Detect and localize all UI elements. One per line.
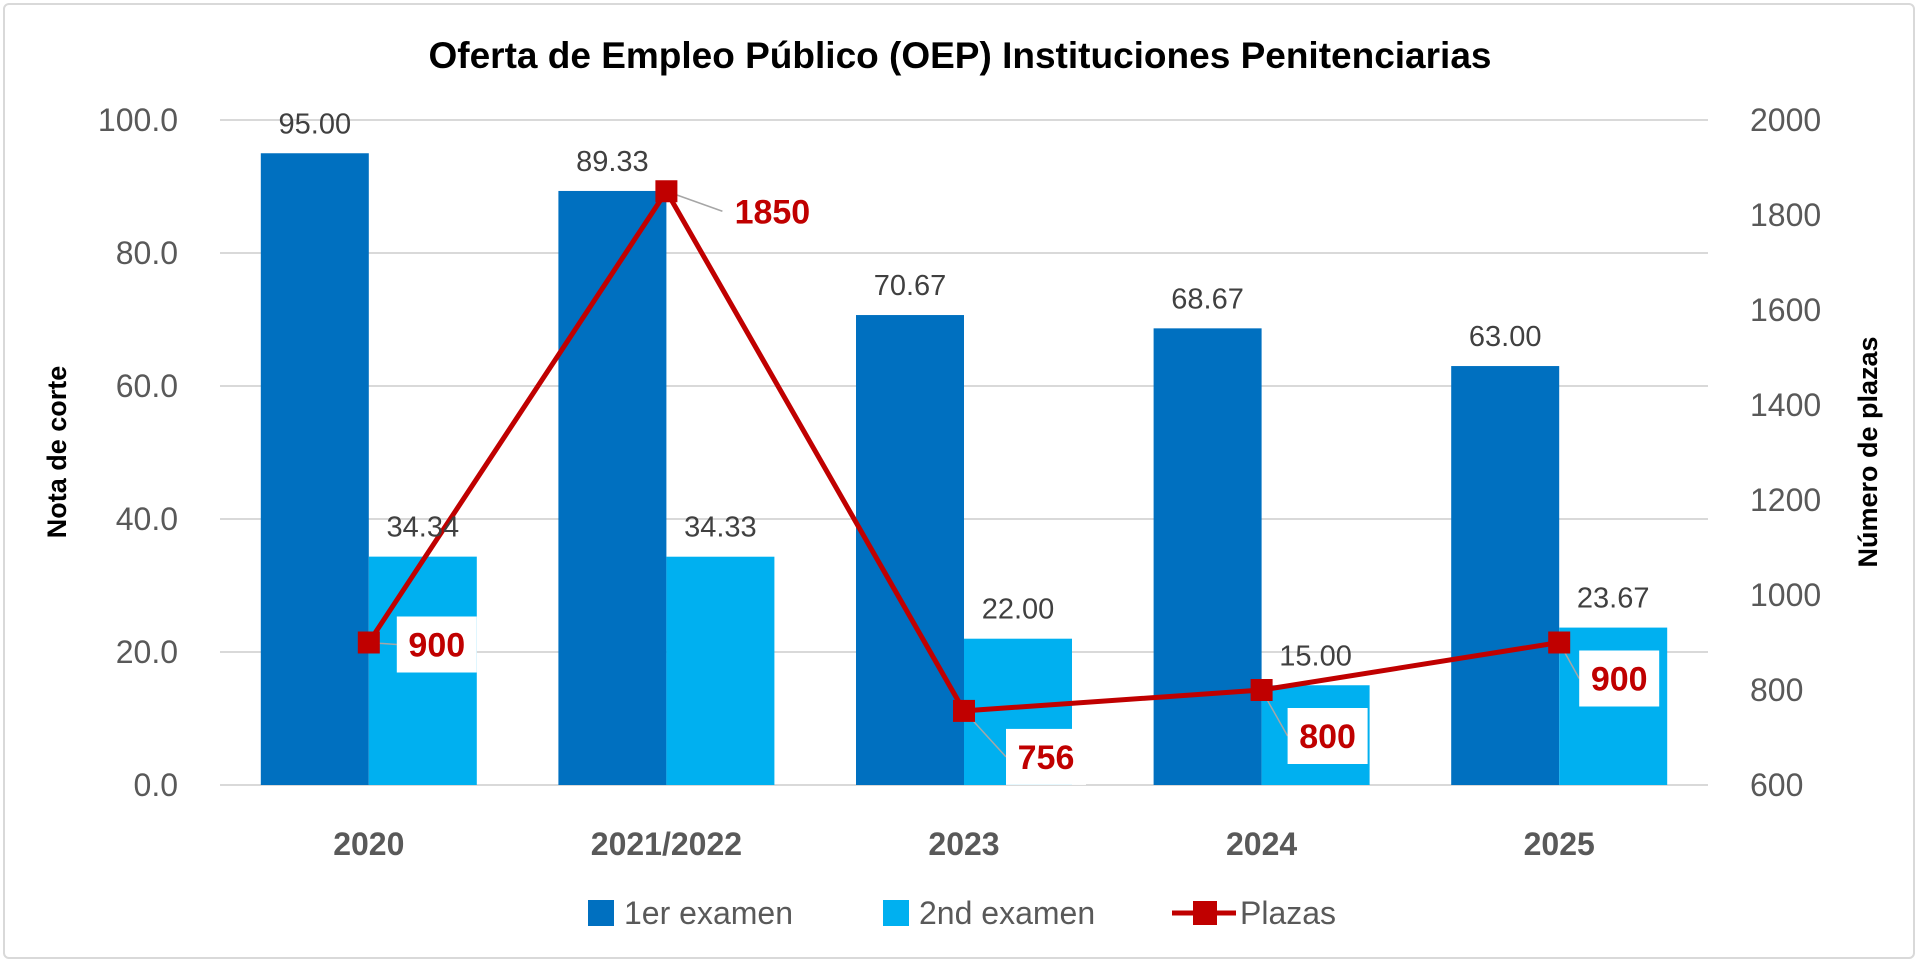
legend-label: 2nd examen [919,895,1095,931]
x-tick-label: 2023 [928,826,999,862]
chart-frame [3,3,1915,959]
bar-1 [1451,366,1560,785]
bar-data-label: 63.00 [1469,321,1542,353]
y-tick-label: 40.0 [116,501,178,537]
plazas-label-box [1579,650,1660,707]
x-tick-label: 2025 [1524,826,1595,862]
x-tick-label: 2024 [1226,826,1297,862]
x-tick-label: 2021/2022 [591,826,742,862]
plazas-label-box [1006,728,1086,785]
y-axis-title: Nota de corte [42,366,72,539]
bar-1 [260,153,369,785]
bar-2 [666,556,775,785]
y2-tick-label: 1200 [1750,482,1821,518]
plazas-marker [1250,679,1273,701]
y2-tick-label: 1000 [1750,577,1821,613]
legend-label: Plazas [1240,895,1336,931]
legend-marker [1193,901,1217,925]
bar-data-label: 22.00 [982,594,1055,626]
y2-tick-label: 800 [1750,672,1803,708]
y-tick-label: 80.0 [116,235,178,271]
y-tick-label: 100.0 [98,102,178,138]
y2-tick-label: 1400 [1750,387,1821,423]
plazas-marker [1548,631,1571,654]
y-tick-label: 0.0 [134,767,178,803]
plazas-label-box [1287,708,1368,764]
y2-tick-label: 2000 [1750,102,1821,138]
bar-data-label: 95.00 [279,108,352,140]
bar-data-label: 23.67 [1577,583,1650,615]
plazas-data-label: 900 [1591,661,1648,699]
plazas-marker [655,180,678,203]
plazas-data-label: 900 [408,627,465,665]
plazas-marker [357,631,380,654]
bar-data-label: 34.34 [387,512,460,544]
legend-label: 1er examen [624,895,793,931]
legend-swatch-1 [588,900,614,926]
bar-data-label: 68.67 [1171,283,1244,315]
plazas-data-label: 800 [1299,718,1356,756]
plazas-label-box [396,616,477,673]
legend-swatch-2 [883,900,909,926]
bar-data-label: 15.00 [1279,640,1352,672]
x-tick-label: 2020 [333,826,404,862]
y2-tick-label: 1800 [1750,197,1821,233]
plazas-data-label: 756 [1018,739,1075,777]
bar-data-label: 89.33 [576,146,649,178]
plazas-data-label: 1850 [735,193,811,231]
plazas-marker [953,699,975,722]
bar-data-label: 70.67 [874,270,947,302]
bar-data-label: 34.33 [684,512,757,544]
y-tick-label: 60.0 [116,368,178,404]
bar-1 [558,190,667,785]
chart-title: Oferta de Empleo Público (OEP) Instituci… [429,35,1492,76]
y2-tick-label: 1600 [1750,292,1821,328]
y2-tick-label: 600 [1750,767,1803,803]
y2-axis-title: Número de plazas [1853,336,1883,567]
bar-1 [1153,328,1262,785]
y-tick-label: 20.0 [116,634,178,670]
